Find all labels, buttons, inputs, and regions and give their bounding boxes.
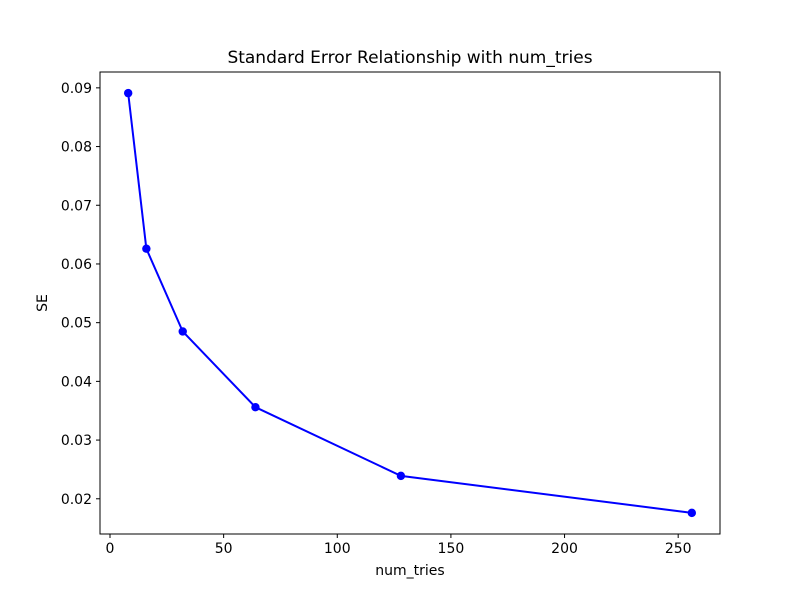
data-point <box>396 471 406 481</box>
y-tick-label: 0.08 <box>61 140 92 156</box>
data-point <box>123 88 133 98</box>
x-tick-label: 0 <box>106 541 115 557</box>
y-tick-label: 0.04 <box>61 374 92 390</box>
x-tick-label: 200 <box>551 541 578 557</box>
data-line <box>127 93 692 514</box>
plot-area: 0 50 100 150 200 250 0.02 0.03 0.04 0.05 0.06 0.07 0… <box>61 71 721 557</box>
y-tick-label: 0.06 <box>61 257 92 273</box>
y-axis-label: SE <box>35 294 51 312</box>
y-tick-label: 0.05 <box>61 316 92 332</box>
y-tick-label: 0.09 <box>61 81 92 97</box>
x-tick-label: 250 <box>665 541 692 557</box>
x-tick-label: 50 <box>215 541 233 557</box>
data-point <box>687 508 697 518</box>
x-tick-label: 150 <box>438 541 465 557</box>
y-tick-label: 0.03 <box>61 433 92 449</box>
chart-title: Standard Error Relationship with num_tri… <box>227 48 592 68</box>
y-tick-label: 0.02 <box>61 492 92 508</box>
data-point <box>251 402 260 412</box>
x-axis-label: num_tries <box>375 563 444 579</box>
data-point <box>178 327 187 336</box>
x-tick-label: 100 <box>324 541 351 557</box>
axes-frame <box>99 71 721 535</box>
data-point <box>142 244 151 253</box>
y-tick-label: 0.07 <box>61 198 92 214</box>
